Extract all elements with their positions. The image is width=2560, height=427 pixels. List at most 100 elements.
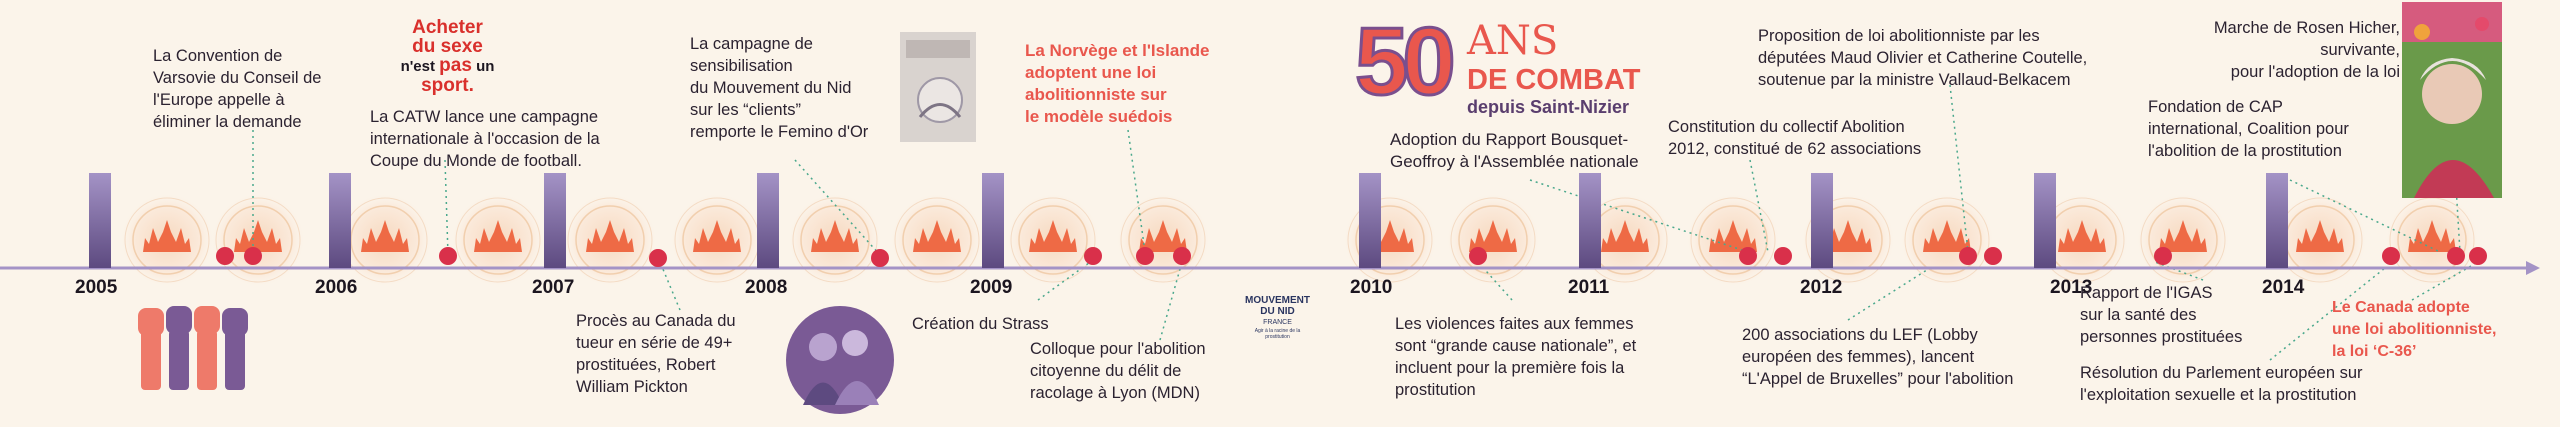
halo-ring — [1450, 197, 1536, 283]
leader-line — [1749, 159, 1769, 253]
event-canada: Le Canada adopte une loi abolitionniste,… — [2332, 299, 2497, 360]
anniversary-combat: DE COMBAT — [1467, 64, 1641, 96]
halo-ring — [1690, 197, 1776, 283]
event-igas: Rapport de l'IGAS sur la santé des perso… — [2080, 284, 2243, 346]
year-bar — [757, 173, 779, 268]
year-2011: 2011 — [1568, 277, 1610, 298]
halo-ring — [792, 197, 878, 283]
event-dot — [1959, 247, 1977, 265]
event-violences: Les violences faites aux femmes sont “gr… — [1395, 315, 1637, 399]
event-catw: La CATW lance une campagne international… — [370, 108, 600, 170]
halo-ring — [1458, 205, 1528, 275]
poster-line1: Acheter — [412, 17, 483, 38]
year-2013: 2013 — [2050, 277, 2093, 298]
event-colloque: Colloque pour l'abolition citoyenne du d… — [1030, 340, 1206, 402]
halo-ring — [1355, 205, 1425, 275]
event-dot — [1173, 247, 1191, 265]
event-dot — [649, 249, 667, 267]
poster-line2: du sexe — [412, 36, 483, 57]
anniversary-logo: 50 ANS DE COMBAT depuis Saint-Nizier — [1354, 8, 1645, 122]
mdn-line3: FRANCE — [1263, 319, 1292, 326]
event-dot — [244, 247, 262, 265]
leader-line — [2289, 179, 2441, 253]
halo-ring — [132, 205, 202, 275]
halo-ring — [902, 205, 972, 275]
mouvement-du-nid-logo: MOUVEMENT DU NID FRANCE Agir à la racine… — [1245, 295, 1310, 340]
raised-fists-icon — [138, 306, 248, 390]
leader-line — [1529, 179, 1749, 253]
anniversary-depuis: depuis Saint-Nizier — [1467, 97, 1630, 117]
event-pickton: Procès au Canada du tueur en série de 49… — [576, 312, 736, 396]
halo-ring — [2140, 197, 2226, 283]
event-dot — [1136, 247, 1154, 265]
halo-ring — [2389, 197, 2475, 283]
halo-ring — [223, 205, 293, 275]
halo-ring — [567, 197, 653, 283]
event-clients: La campagne de sensibilisation du Mouvem… — [690, 35, 869, 141]
year-bar — [329, 173, 351, 268]
year-bar — [1359, 173, 1381, 268]
event-varsovie: La Convention de Varsovie du Conseil de … — [153, 47, 322, 131]
halo-ring — [1010, 197, 1096, 283]
event-dots — [216, 247, 2487, 267]
event-dot — [216, 247, 234, 265]
event-dot — [871, 249, 889, 267]
halo-ring — [800, 205, 870, 275]
poster-acheter-du-sexe: Acheter du sexe n'est pas un sport. — [385, 18, 510, 95]
poster-line3b: pas — [439, 55, 472, 76]
year-2010: 2010 — [1350, 277, 1393, 298]
halo-ring — [1698, 205, 1768, 275]
event-collectif: Constitution du collectif Abolition 2012… — [1668, 118, 1922, 158]
year-2005: 2005 — [75, 277, 118, 298]
year-2008: 2008 — [745, 277, 788, 298]
event-bousquet: Adoption du Rapport Bousquet- Geoffroy à… — [1390, 130, 1639, 171]
year-2012: 2012 — [1800, 277, 1843, 298]
poster-line3: n'est pas un — [385, 56, 510, 76]
poster-line4: sport. — [421, 75, 474, 96]
year-2006: 2006 — [315, 277, 358, 298]
leader-line — [444, 159, 449, 256]
event-dot — [2154, 247, 2172, 265]
event-cap: Fondation de CAP international, Coalitio… — [2148, 98, 2349, 160]
timeline-arrow-icon — [2526, 261, 2540, 275]
leader-line — [2269, 267, 2386, 361]
event-dot — [1084, 247, 1102, 265]
year-2009: 2009 — [970, 277, 1013, 298]
anniversary-ans: ANS — [1467, 18, 1559, 64]
halo-ring — [1805, 197, 1891, 283]
leader-line — [1949, 84, 1969, 253]
halo-ring — [1904, 197, 1990, 283]
year-bar — [1579, 173, 1601, 268]
rosen-hicher-photo — [2402, 2, 2502, 198]
year-bar — [1811, 173, 1833, 268]
event-parlement: Résolution du Parlement européen sur l'e… — [2080, 364, 2363, 404]
women-protest-photo — [786, 306, 894, 414]
event-proposition: Proposition de loi abolitionniste par le… — [1758, 27, 2088, 89]
year-2014: 2014 — [2262, 277, 2305, 298]
halo-ring — [463, 205, 533, 275]
halo-ring — [2397, 205, 2467, 275]
halo-ring — [894, 197, 980, 283]
leader-line — [1159, 261, 1183, 341]
mdn-line2: DU NID — [1260, 306, 1295, 317]
leader-line — [2411, 261, 2479, 301]
event-dot — [1984, 247, 2002, 265]
year-bars — [89, 173, 2288, 268]
leader-line — [1127, 129, 1146, 253]
halo-ring — [1018, 205, 1088, 275]
halo-ring — [124, 197, 210, 283]
year-bar — [544, 173, 566, 268]
event-dot — [2469, 247, 2487, 265]
anniversary-number: 50 — [1354, 8, 1458, 115]
year-bar — [2034, 173, 2056, 268]
leader-line — [659, 261, 681, 311]
clients-campaign-poster — [900, 32, 976, 142]
halo-ring — [215, 197, 301, 283]
event-dot — [1774, 247, 1792, 265]
event-dot — [2382, 247, 2400, 265]
event-lef: 200 associations du LEF (Lobby européen … — [1742, 326, 2014, 388]
halo-ring — [1128, 205, 1198, 275]
year-bar — [982, 173, 1004, 268]
leader-line — [1847, 267, 1931, 321]
